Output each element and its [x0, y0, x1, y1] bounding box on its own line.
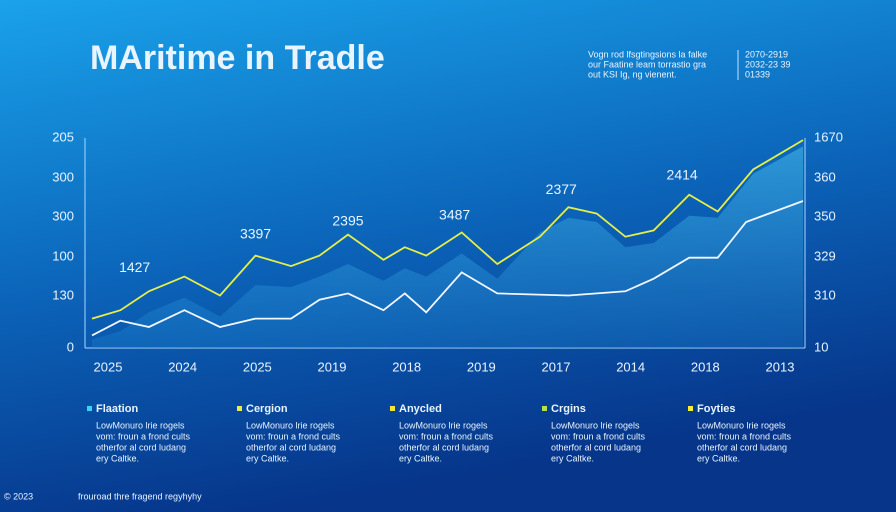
range-text: 2070-2919: [745, 49, 788, 59]
y2-axis-label: 1670: [814, 129, 843, 144]
legend-text: vom: froun a frond cults: [399, 431, 494, 441]
legend-swatch: [87, 406, 92, 411]
legend-text: otherfor al cord ludang: [697, 442, 787, 452]
legend-text: otherfor al cord ludang: [551, 442, 641, 452]
range-text: 2032-23 39: [745, 59, 791, 69]
y2-axis-label: 10: [814, 339, 828, 354]
note-text: out KSI Ig, ng vienent.: [588, 69, 677, 79]
x-tick-label: 2018: [392, 359, 421, 374]
legend-text: ery Caltke.: [551, 453, 594, 463]
legend-text: ery Caltke.: [96, 453, 139, 463]
x-tick-label: 2014: [616, 359, 645, 374]
legend-label: Flaation: [96, 403, 138, 415]
y2-axis-label: 310: [814, 287, 836, 302]
data-label: 3487: [439, 206, 470, 222]
y-axis-label: 130: [52, 287, 74, 302]
x-tick-label: 2025: [243, 359, 272, 374]
legend-text: vom: froun a frond cults: [697, 431, 792, 441]
footer-note: frouroad thre fragend regyhyhy: [78, 491, 202, 501]
legend-text: LowMonuro lrie rogels: [697, 420, 786, 430]
legend-text: otherfor al cord ludang: [96, 442, 186, 452]
legend-text: LowMonuro lrie rogels: [551, 420, 640, 430]
x-tick-label: 2025: [94, 359, 123, 374]
legend-swatch: [688, 406, 693, 411]
line: [91, 200, 804, 337]
legend-text: LowMonuro lrie rogels: [96, 420, 185, 430]
legend-text: otherfor al cord ludang: [399, 442, 489, 452]
line: [91, 139, 804, 320]
x-tick-label: 2018: [691, 359, 720, 374]
legend-text: LowMonuro lrie rogels: [246, 420, 335, 430]
data-label: 2395: [332, 213, 363, 229]
data-label: 2377: [546, 181, 577, 197]
legend-label: Anycled: [399, 403, 442, 415]
note-text: our Faatine leam torrastio gra: [588, 59, 706, 69]
legend-text: otherfor al cord ludang: [246, 442, 336, 452]
legend-text: ery Caltke.: [399, 453, 442, 463]
legend-text: vom: froun a frond cults: [551, 431, 646, 441]
x-tick-label: 2013: [766, 359, 795, 374]
y-axis-label: 100: [52, 248, 74, 263]
legend-label: Crgins: [551, 403, 586, 415]
y-axis-label: 300: [52, 208, 74, 223]
legend-swatch: [542, 406, 547, 411]
range-text: 01339: [745, 69, 770, 79]
footer: © 2023: [4, 491, 33, 501]
legend-text: ery Caltke.: [246, 453, 289, 463]
data-label: 3397: [240, 225, 271, 241]
note-text: Vogn rod lfsgtingsions la falke: [588, 49, 707, 59]
x-tick-label: 2019: [467, 359, 496, 374]
legend-text: LowMonuro lrie rogels: [399, 420, 488, 430]
y-axis-label: 0: [67, 339, 74, 354]
x-tick-label: 2019: [318, 359, 347, 374]
y2-axis-label: 329: [814, 248, 836, 263]
data-label: 1427: [119, 259, 150, 275]
y-axis-label: 300: [52, 169, 74, 184]
chart-title: MAritime in Tradle: [90, 39, 385, 77]
x-tick-label: 2024: [168, 359, 197, 374]
data-label: 2414: [667, 167, 698, 183]
y2-axis-label: 350: [814, 208, 836, 223]
area: [92, 146, 803, 348]
legend-text: vom: froun a frond cults: [96, 431, 191, 441]
legend-label: Cergion: [246, 403, 288, 415]
legend-text: vom: froun a frond cults: [246, 431, 341, 441]
y-axis-label: 205: [52, 129, 74, 144]
legend-label: Foyties: [697, 403, 736, 415]
legend-text: ery Caltke.: [697, 453, 740, 463]
x-tick-label: 2017: [542, 359, 571, 374]
y2-axis-label: 360: [814, 169, 836, 184]
legend-swatch: [237, 406, 242, 411]
legend-swatch: [390, 406, 395, 411]
